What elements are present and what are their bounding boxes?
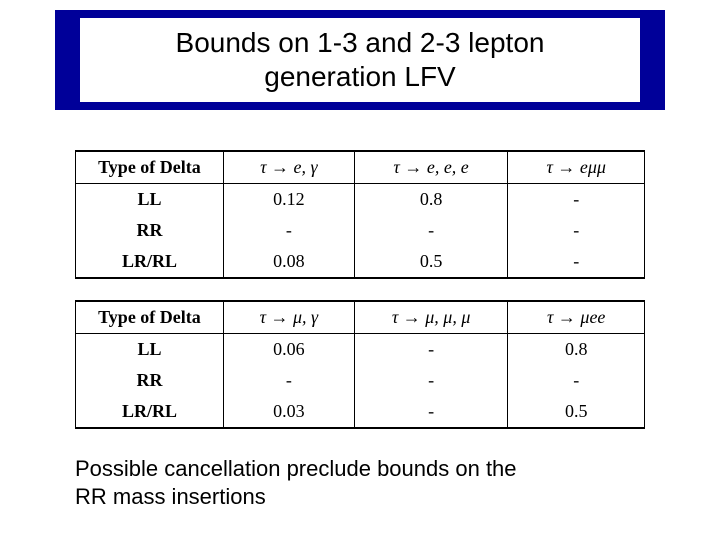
row-label: LL [76,334,224,366]
bounds-table-2: Type of Delta τ → μ, γ τ → μ, μ, μ τ → μ… [75,300,645,429]
table-row: LR/RL 0.08 0.5 - [76,246,645,278]
title-line-2: generation LFV [264,60,455,94]
title-inner: Bounds on 1-3 and 2-3 lepton generation … [80,18,640,102]
cell: - [354,215,508,246]
cell: - [223,215,354,246]
table-row: LL 0.12 0.8 - [76,184,645,216]
row-label: RR [76,215,224,246]
header-col1: τ → e, γ [223,151,354,184]
table-row: LL 0.06 - 0.8 [76,334,645,366]
footer-line-2: RR mass insertions [75,483,635,511]
cell: 0.08 [223,246,354,278]
cell: - [354,334,508,366]
table-row: RR - - - [76,365,645,396]
row-label: RR [76,365,224,396]
footer-line-1: Possible cancellation preclude bounds on… [75,455,635,483]
table-header-row: Type of Delta τ → μ, γ τ → μ, μ, μ τ → μ… [76,301,645,334]
header-col2: τ → e, e, e [354,151,508,184]
header-type: Type of Delta [76,301,224,334]
cell: 0.06 [223,334,354,366]
cell: 0.5 [508,396,645,428]
header-col2: τ → μ, μ, μ [354,301,508,334]
cell: - [508,184,645,216]
cell: 0.5 [354,246,508,278]
header-col1: τ → μ, γ [223,301,354,334]
footer-note: Possible cancellation preclude bounds on… [75,455,635,510]
header-col3: τ → μee [508,301,645,334]
cell: - [508,215,645,246]
header-col3: τ → eμμ [508,151,645,184]
cell: - [354,365,508,396]
cell: - [354,396,508,428]
table-header-row: Type of Delta τ → e, γ τ → e, e, e τ → e… [76,151,645,184]
cell: 0.03 [223,396,354,428]
cell: 0.8 [508,334,645,366]
row-label: LR/RL [76,396,224,428]
title-banner: Bounds on 1-3 and 2-3 lepton generation … [55,10,665,110]
table-row: LR/RL 0.03 - 0.5 [76,396,645,428]
cell: - [223,365,354,396]
cell: - [508,246,645,278]
table-1-3: Type of Delta τ → e, γ τ → e, e, e τ → e… [75,150,645,279]
row-label: LR/RL [76,246,224,278]
title-line-1: Bounds on 1-3 and 2-3 lepton [176,26,545,60]
table-row: RR - - - [76,215,645,246]
row-label: LL [76,184,224,216]
table-2-3: Type of Delta τ → μ, γ τ → μ, μ, μ τ → μ… [75,300,645,429]
cell: - [508,365,645,396]
bounds-table-1: Type of Delta τ → e, γ τ → e, e, e τ → e… [75,150,645,279]
header-type: Type of Delta [76,151,224,184]
cell: 0.12 [223,184,354,216]
cell: 0.8 [354,184,508,216]
